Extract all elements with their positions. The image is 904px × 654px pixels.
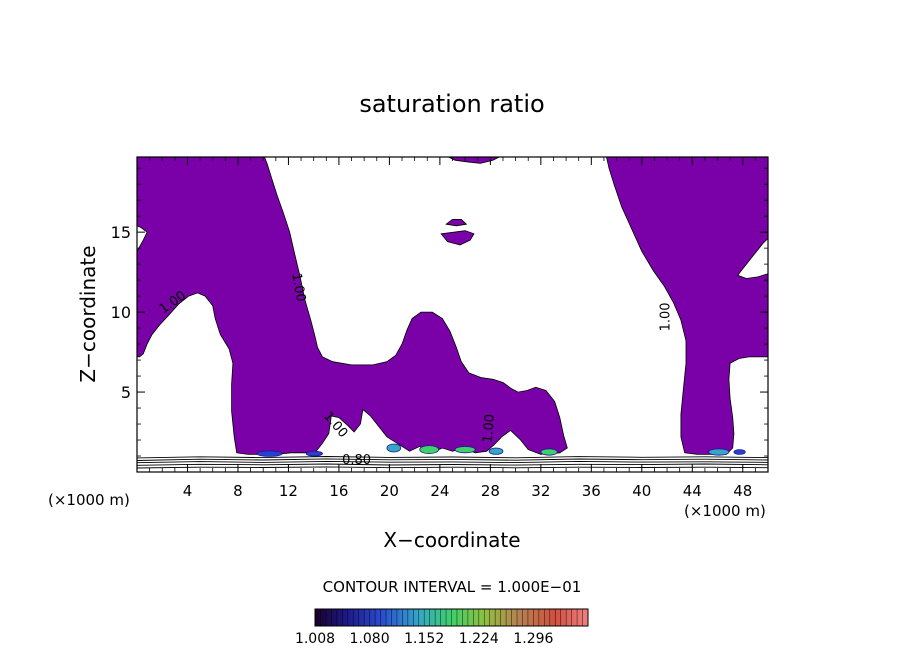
x-axis-ticks: 4 8 12 16 20 24 28 32 36 40 44 48 xyxy=(149,157,756,500)
low-level-contour-1 xyxy=(137,463,768,466)
x-tick-label: 24 xyxy=(430,482,449,500)
x-tick-label: 16 xyxy=(329,482,348,500)
contour-label-3: 1.00 xyxy=(481,413,498,443)
supersaturated-region-small-blob xyxy=(440,230,475,246)
high-ratio-spot-1 xyxy=(305,450,323,457)
high-ratio-spot-6 xyxy=(540,448,558,456)
x-tick-label: 40 xyxy=(632,482,651,500)
low-level-contour-3 xyxy=(137,458,768,461)
supersaturated-region-top-bump xyxy=(448,157,500,164)
y-axis-ticks: 5 10 15 xyxy=(111,167,768,457)
high-ratio-spot-0 xyxy=(256,450,283,457)
supersaturated-region-small-blob-top xyxy=(445,218,468,227)
plot-area xyxy=(137,157,768,469)
x-axis-label: X−coordinate xyxy=(383,528,520,552)
high-ratio-spot-3 xyxy=(419,445,440,455)
y-tick-label: 10 xyxy=(111,303,131,322)
x-tick-label: 20 xyxy=(380,482,399,500)
colorbar-tick-label: 1.224 xyxy=(459,631,499,647)
y-tick-label: 15 xyxy=(111,223,131,242)
x-tick-label: 4 xyxy=(183,482,193,500)
low-level-contour-0 xyxy=(137,466,768,469)
low-level-contour-4 xyxy=(137,456,768,459)
contour-label-4: 1.00 xyxy=(659,302,674,331)
x-tick-label: 12 xyxy=(279,482,298,500)
high-ratio-spot-4 xyxy=(454,446,476,454)
colorbar-tick-label: 1.008 xyxy=(295,631,335,647)
x-unit-left: (×1000 m) xyxy=(48,491,130,509)
colorbar-tick-label: 1.152 xyxy=(404,631,444,647)
colorbar-tick-label: 1.080 xyxy=(350,631,390,647)
chart-title: saturation ratio xyxy=(359,90,544,118)
x-tick-label: 8 xyxy=(233,482,243,500)
contour-interval-label: CONTOUR INTERVAL = 1.000E−01 xyxy=(323,578,582,596)
high-ratio-spot-8 xyxy=(733,449,746,455)
clear-region-right-hole xyxy=(737,237,768,279)
low-level-contour-2 xyxy=(137,460,768,464)
x-tick-label: 32 xyxy=(531,482,550,500)
x-tick-label: 28 xyxy=(481,482,500,500)
colorbar-tick-labels: 1.008 1.080 1.152 1.224 1.296 xyxy=(295,631,554,647)
high-ratio-spot-7 xyxy=(708,448,730,456)
x-tick-label: 44 xyxy=(683,482,702,500)
supersaturated-region-left-plume xyxy=(137,157,568,455)
x-tick-label: 48 xyxy=(733,482,752,500)
x-tick-label: 36 xyxy=(582,482,601,500)
colorbar-divisions xyxy=(320,609,583,626)
supersaturated-region-right-plume xyxy=(606,157,768,455)
contour-label-5: 0.80 xyxy=(342,453,371,468)
y-tick-label: 5 xyxy=(121,383,131,402)
contour-label-1: 1.00 xyxy=(288,272,308,303)
y-axis-label: Z−coordinate xyxy=(76,245,100,382)
colorbar-tick-label: 1.296 xyxy=(513,631,553,647)
high-ratio-spot-2 xyxy=(386,443,402,453)
high-ratio-spot-5 xyxy=(488,447,504,455)
x-unit-right: (×1000 m) xyxy=(684,502,766,520)
